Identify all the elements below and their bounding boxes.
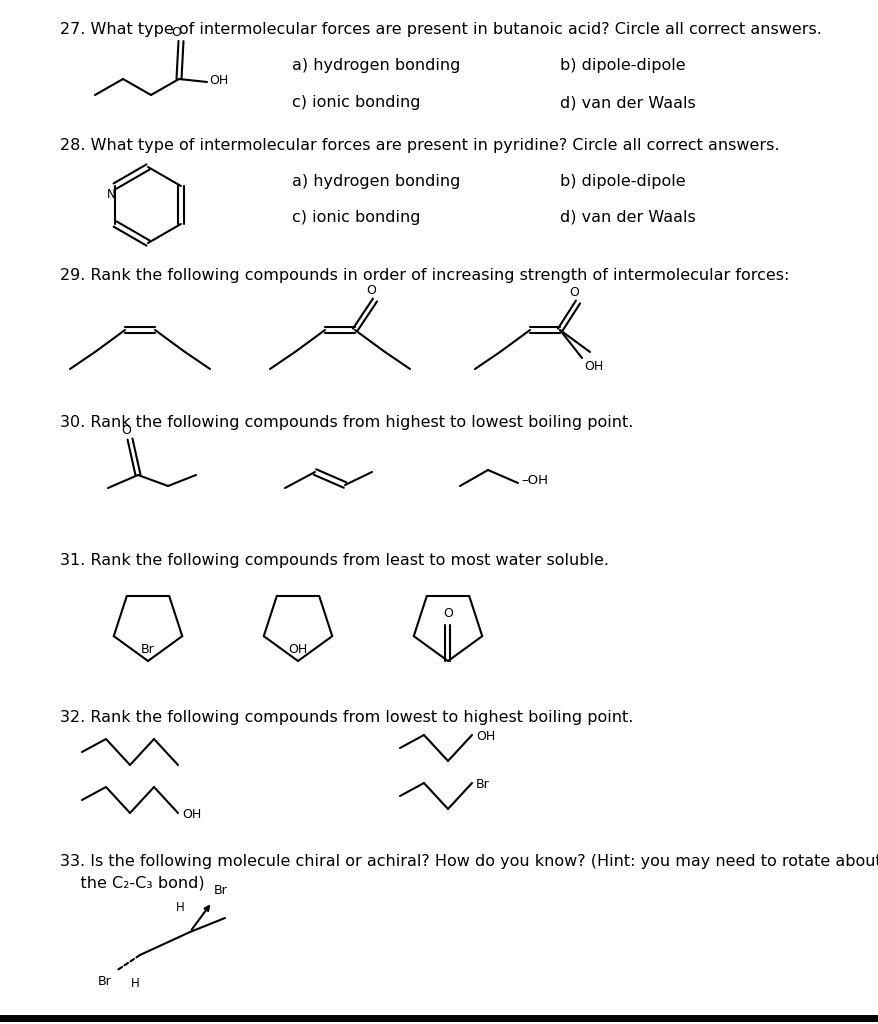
Text: d) van der Waals: d) van der Waals bbox=[559, 95, 695, 110]
Text: 30. Rank the following compounds from highest to lowest boiling point.: 30. Rank the following compounds from hi… bbox=[60, 415, 633, 430]
Text: 29. Rank the following compounds in order of increasing strength of intermolecul: 29. Rank the following compounds in orde… bbox=[60, 268, 788, 283]
Text: O: O bbox=[443, 607, 452, 620]
Text: Br: Br bbox=[98, 975, 112, 988]
Text: 31. Rank the following compounds from least to most water soluble.: 31. Rank the following compounds from le… bbox=[60, 553, 608, 568]
Text: O: O bbox=[365, 284, 376, 297]
Text: OH: OH bbox=[288, 643, 307, 656]
Text: 28. What type of intermolecular forces are present in pyridine? Circle all corre: 28. What type of intermolecular forces a… bbox=[60, 138, 779, 153]
Text: 27. What type of intermolecular forces are present in butanoic acid? Circle all : 27. What type of intermolecular forces a… bbox=[60, 22, 821, 37]
Text: a) hydrogen bonding: a) hydrogen bonding bbox=[291, 174, 460, 189]
Text: O: O bbox=[121, 424, 131, 437]
Text: the C₂-C₃ bond): the C₂-C₃ bond) bbox=[60, 876, 205, 891]
Text: c) ionic bonding: c) ionic bonding bbox=[291, 95, 420, 110]
Text: OH: OH bbox=[209, 75, 228, 87]
Text: O: O bbox=[568, 286, 579, 299]
Text: OH: OH bbox=[476, 729, 494, 742]
Text: c) ionic bonding: c) ionic bonding bbox=[291, 210, 420, 225]
Text: a) hydrogen bonding: a) hydrogen bonding bbox=[291, 58, 460, 73]
Text: b) dipole-dipole: b) dipole-dipole bbox=[559, 58, 685, 73]
Text: Br: Br bbox=[141, 643, 155, 656]
Text: Br: Br bbox=[213, 884, 227, 897]
Text: d) van der Waals: d) van der Waals bbox=[559, 210, 695, 225]
Text: 32. Rank the following compounds from lowest to highest boiling point.: 32. Rank the following compounds from lo… bbox=[60, 710, 633, 725]
Text: H: H bbox=[176, 901, 184, 914]
Text: N: N bbox=[106, 188, 115, 201]
Text: b) dipole-dipole: b) dipole-dipole bbox=[559, 174, 685, 189]
Text: OH: OH bbox=[182, 808, 201, 820]
Text: OH: OH bbox=[583, 360, 602, 373]
Text: H: H bbox=[131, 977, 140, 990]
Text: –OH: –OH bbox=[521, 474, 547, 487]
Text: O: O bbox=[171, 26, 181, 39]
Text: 33. Is the following molecule chiral or achiral? How do you know? (Hint: you may: 33. Is the following molecule chiral or … bbox=[60, 854, 878, 869]
Text: Br: Br bbox=[476, 777, 489, 791]
